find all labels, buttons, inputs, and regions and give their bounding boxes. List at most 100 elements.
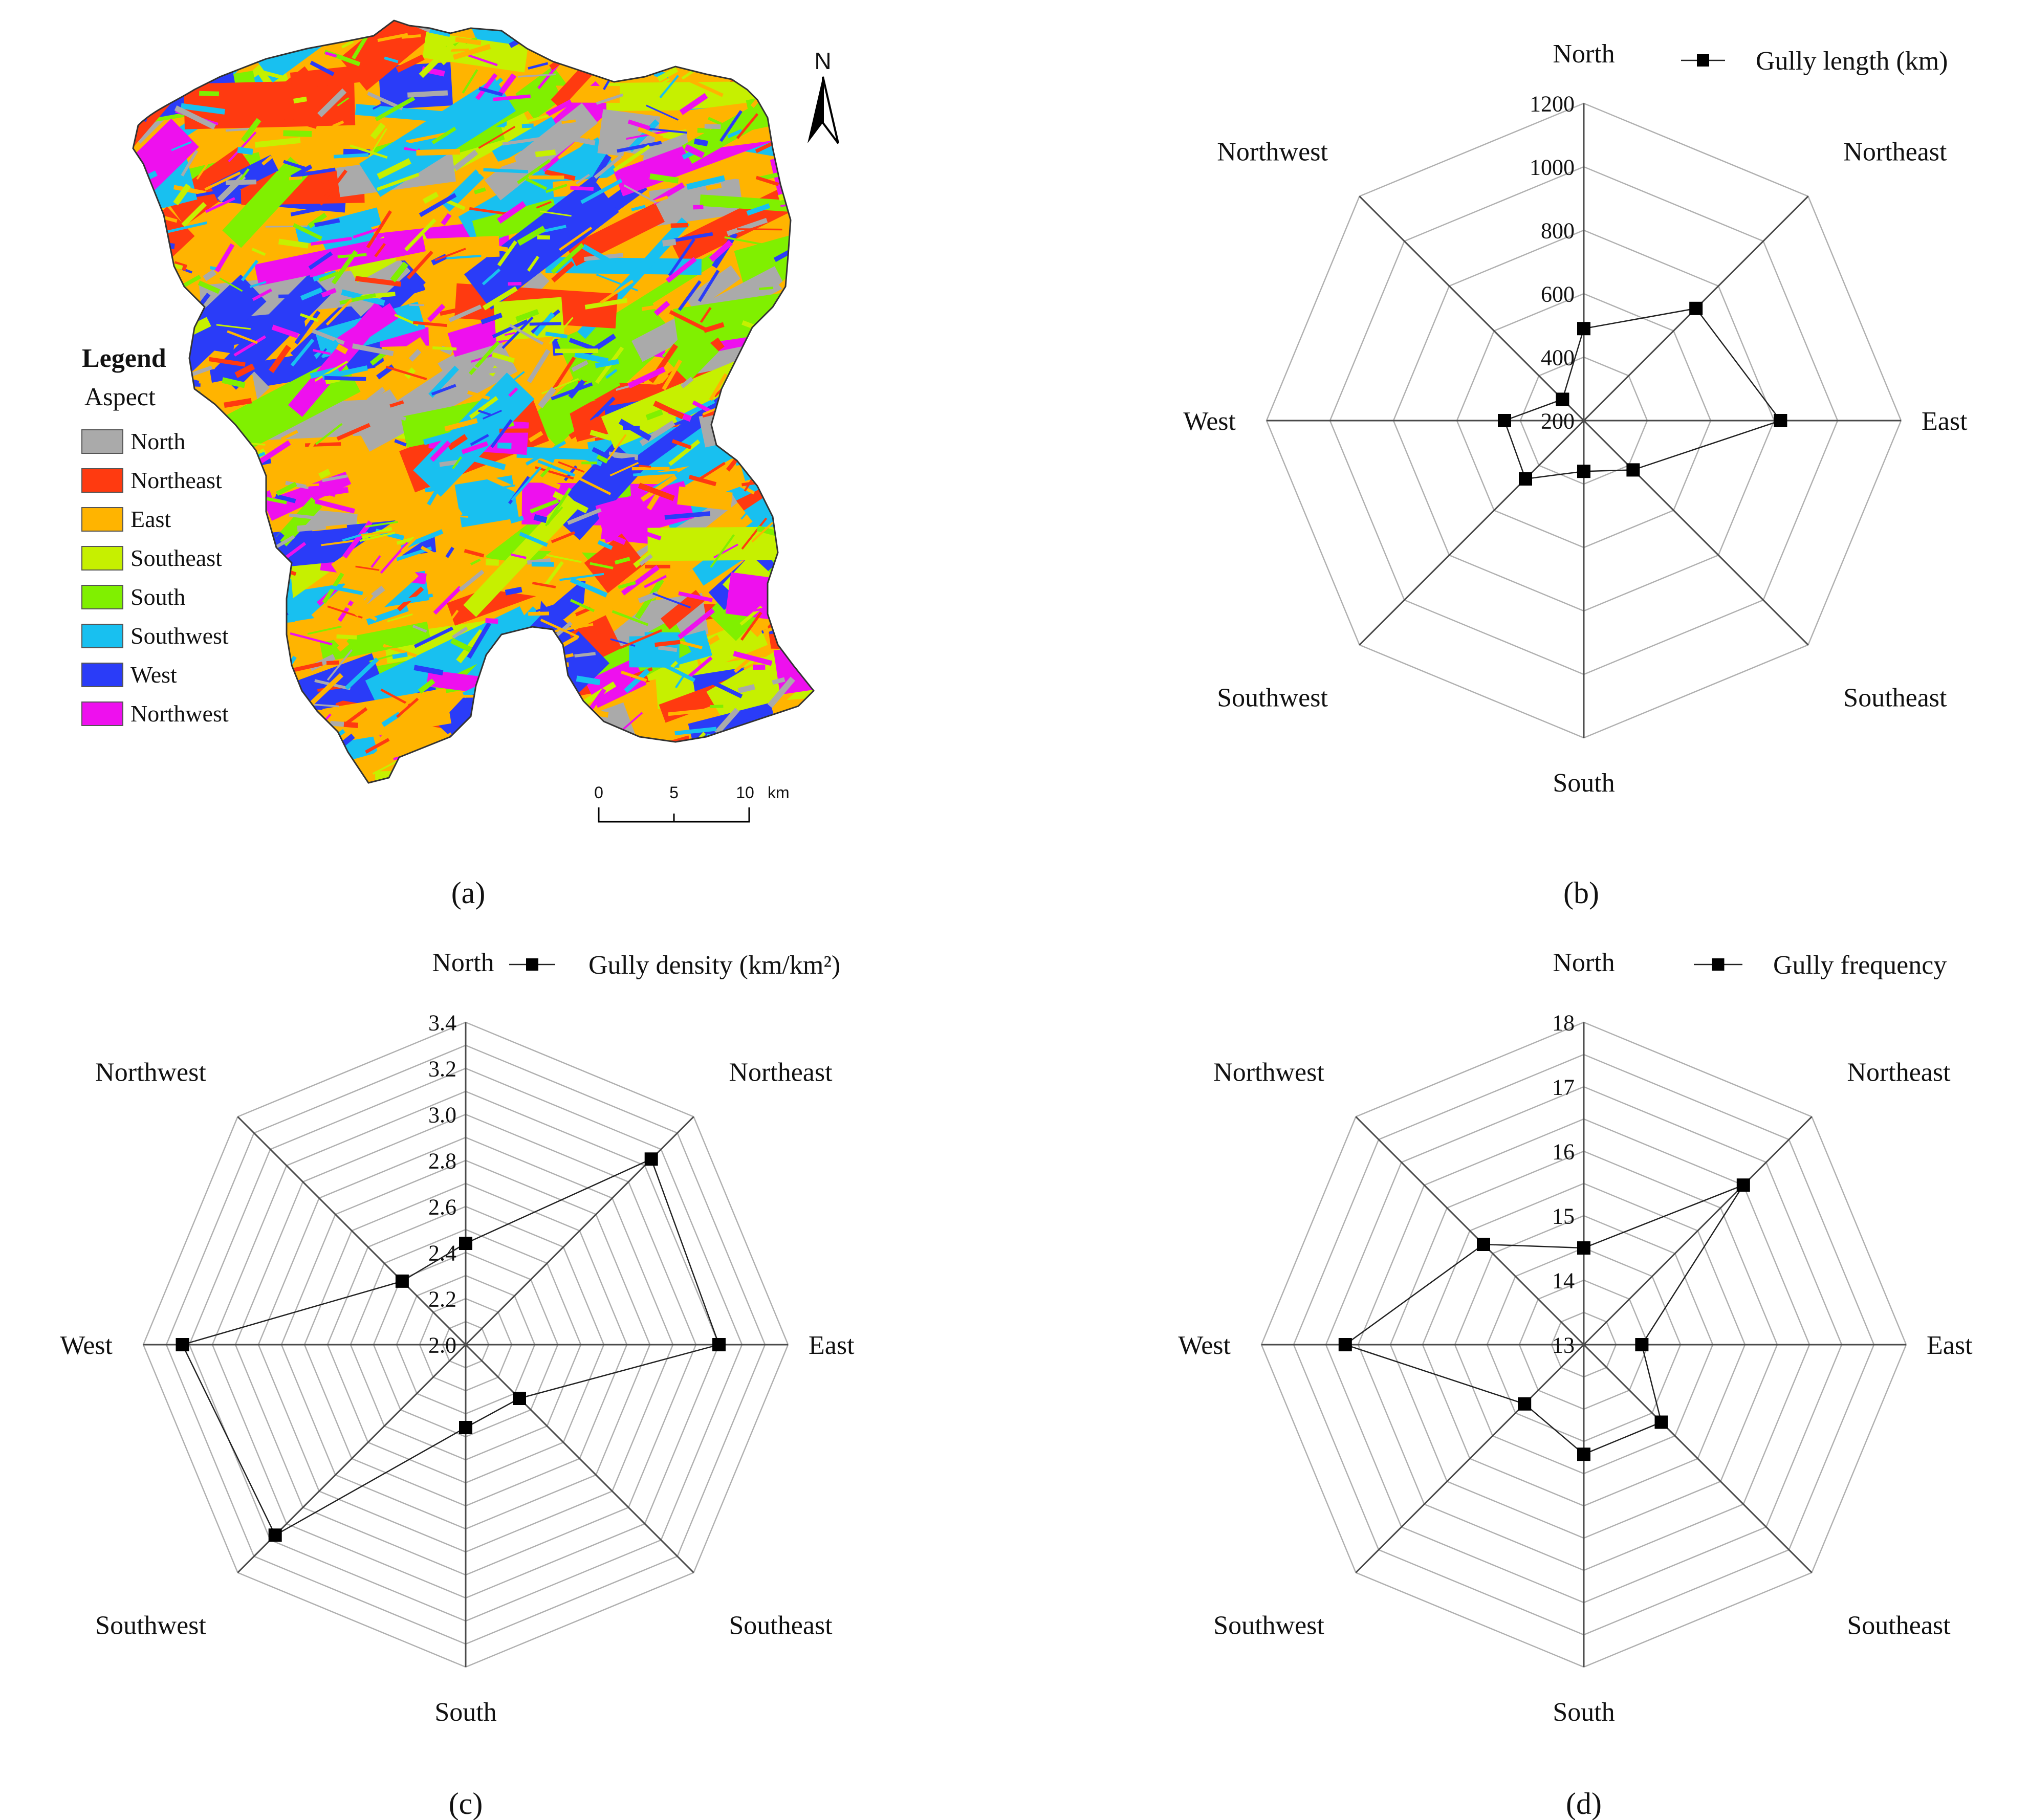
radar-spoke xyxy=(1355,1116,1585,1346)
radar-category-label: Northwest xyxy=(1213,1058,1324,1087)
radar-tick-label: 17 xyxy=(1552,1075,1575,1100)
radar-category-label: South xyxy=(434,1698,496,1727)
radar-data-point-southeast xyxy=(1654,1415,1668,1429)
radar-data-point-northeast xyxy=(1689,301,1703,315)
radar-data-point-east xyxy=(1635,1338,1649,1351)
radar-data-point-west xyxy=(1338,1338,1352,1351)
radar-spoke xyxy=(237,1116,467,1346)
radar-tick-label: 18 xyxy=(1552,1010,1575,1035)
legend-swatch-west xyxy=(81,663,123,687)
legend-label-southwest: Southwest xyxy=(130,623,229,649)
radar-tick-label: 2.2 xyxy=(428,1286,456,1311)
radar-data-point-southwest xyxy=(268,1528,282,1542)
panel-label-d: (d) xyxy=(1566,1787,1602,1820)
radar-data-point-southwest xyxy=(1518,1397,1532,1411)
north-arrow-label: N xyxy=(814,48,831,74)
legend-label-southeast: Southeast xyxy=(130,545,222,571)
radar-tick-label: 14 xyxy=(1552,1268,1575,1293)
radar-tick-label: 1200 xyxy=(1530,91,1575,116)
legend-title: Legend xyxy=(82,344,166,373)
legend-series-label: Gully frequency xyxy=(1773,951,1947,980)
radar-category-label: West xyxy=(1178,1331,1231,1360)
scale-tick-10: 10 xyxy=(736,783,754,802)
radar-category-label: Southwest xyxy=(95,1611,206,1640)
radar-tick-label: 13 xyxy=(1552,1332,1575,1357)
panel-label-a: (a) xyxy=(451,876,486,910)
radar-spoke xyxy=(465,1344,694,1573)
radar-data-point-west xyxy=(1498,414,1511,427)
radar-tick-label: 200 xyxy=(1541,408,1575,433)
radar-category-label: West xyxy=(1183,407,1236,436)
radar-data-point-northeast xyxy=(1736,1178,1750,1192)
radar-category-label: Northeast xyxy=(1843,138,1947,167)
radar-data-point-southwest xyxy=(1519,472,1532,486)
radar-tick-label: 3.4 xyxy=(428,1010,456,1035)
radar-data-point-southeast xyxy=(513,1392,526,1405)
legend-subtitle: Aspect xyxy=(84,382,156,411)
gully-frequency-radar-chart: 13 14 15 16 17 18 North Northeast East Southeast S… xyxy=(1178,948,1973,1727)
radar-data-point-south xyxy=(459,1421,472,1434)
radar-tick-label: 1000 xyxy=(1530,155,1575,180)
north-arrow-outline-icon xyxy=(822,76,839,144)
radar-tick-label: 2.8 xyxy=(428,1148,456,1173)
legend-swatch-northwest xyxy=(81,701,123,726)
legend-label-north: North xyxy=(130,428,185,454)
radar-category-label: Southeast xyxy=(1847,1611,1951,1640)
legend-label-west: West xyxy=(130,662,177,688)
legend-swatch-south xyxy=(81,585,123,609)
radar-series-line xyxy=(1503,308,1782,480)
panel-label-b: (b) xyxy=(1563,876,1599,910)
radar-data-point-north xyxy=(1577,1241,1590,1255)
panel-label-c: (c) xyxy=(449,1787,483,1820)
legend-marker xyxy=(1712,958,1725,971)
map-boundary xyxy=(132,19,815,784)
scale-bar: 0 5 10 km xyxy=(594,783,790,823)
radar-tick-label: 2.4 xyxy=(428,1240,456,1265)
radar-category-label: Northwest xyxy=(95,1058,206,1087)
aspect-map-panel: N Legend Aspect North Northeast East Southe… xyxy=(81,19,839,823)
radar-tick-label: 2.6 xyxy=(428,1194,456,1219)
radar-tick-label: 3.0 xyxy=(428,1102,456,1127)
map-legend: Legend Aspect North Northeast East Southeas… xyxy=(81,344,229,727)
radar-data-point-southeast xyxy=(1626,463,1640,477)
radar-data-point-east xyxy=(712,1338,726,1351)
legend-marker xyxy=(526,958,538,971)
legend-label-northwest: Northwest xyxy=(130,700,229,727)
radar-spoke xyxy=(1359,420,1585,646)
radar-spoke xyxy=(1583,1344,1813,1573)
radar-spoke xyxy=(1355,1344,1585,1573)
scale-bar-line xyxy=(598,807,750,823)
radar-category-label: Southwest xyxy=(1213,1611,1324,1640)
radar-tick-label: 600 xyxy=(1541,281,1575,306)
scale-tick-5: 5 xyxy=(669,783,679,802)
radar-data-point-west xyxy=(176,1338,189,1351)
radar-data-point-north xyxy=(1577,322,1590,336)
radar-category-label: East xyxy=(809,1331,855,1360)
radar-category-label: North xyxy=(1553,39,1615,69)
gully-length-radar-chart: 200 400 600 800 1000 1200 North Northeast East So… xyxy=(1183,39,1968,798)
radar-tick-label: 16 xyxy=(1552,1139,1575,1164)
radar-data-point-northeast xyxy=(644,1152,658,1166)
north-arrow-icon xyxy=(808,77,823,143)
north-arrow: N xyxy=(808,48,839,144)
radar-category-label: West xyxy=(60,1331,113,1360)
gully-density-radar-chart: 2.0 2.2 2.4 2.6 2.8 3.0 3.2 3.4 North Northeast Ea… xyxy=(60,948,855,1727)
radar-category-label: Southeast xyxy=(1843,683,1947,712)
radar-data-point-north xyxy=(459,1237,472,1250)
radar-category-label: Southeast xyxy=(729,1611,833,1640)
legend-label-east: East xyxy=(130,506,171,532)
legend-swatch-southwest xyxy=(81,624,123,648)
radar-tick-label: 15 xyxy=(1552,1203,1575,1229)
radar-tick-label: 800 xyxy=(1541,218,1575,243)
legend-swatch-southeast xyxy=(81,546,123,571)
scale-unit: km xyxy=(768,783,790,802)
legend-series-label: Gully length (km) xyxy=(1756,47,1948,76)
radar-spoke xyxy=(1359,195,1585,422)
legend-marker xyxy=(1697,54,1709,67)
legend-swatch-east xyxy=(81,507,123,532)
radar-tick-label: 400 xyxy=(1541,345,1575,370)
radar-spoke xyxy=(1583,1116,1813,1346)
radar-data-point-northwest xyxy=(395,1274,409,1288)
legend-label-south: South xyxy=(130,584,185,610)
legend-swatch-north xyxy=(81,429,123,454)
